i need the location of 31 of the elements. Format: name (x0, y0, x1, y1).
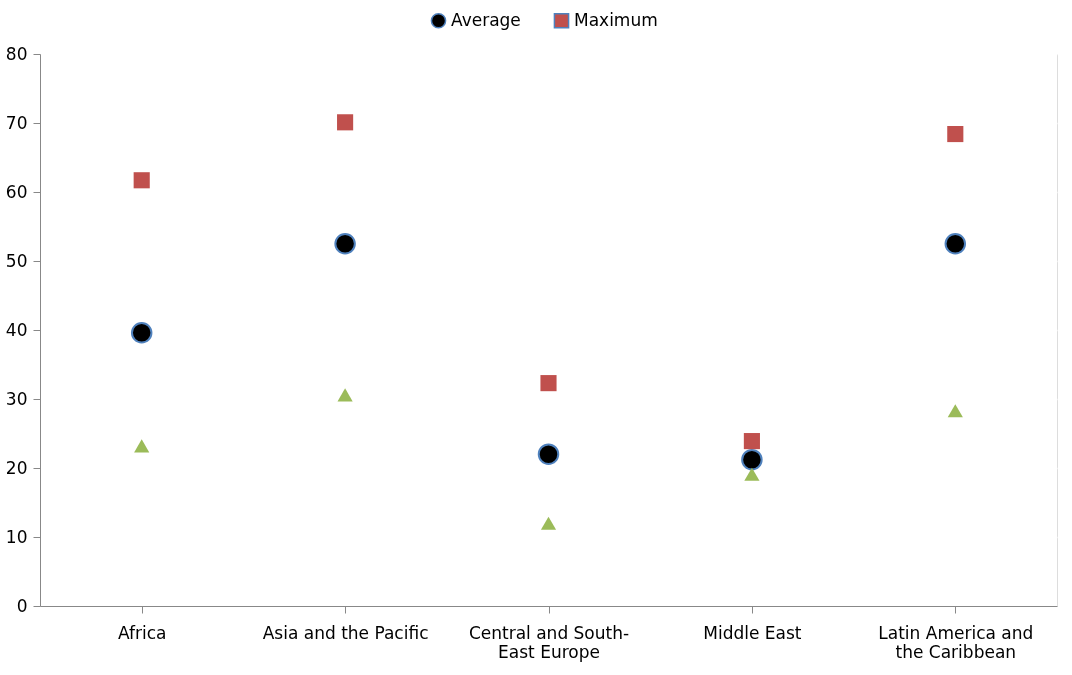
x-tick-label: Middle East (703, 622, 802, 643)
y-tick-label: 40 (5, 319, 28, 340)
point (540, 375, 557, 392)
y-tick-label: 0 (16, 595, 28, 616)
point (944, 233, 967, 255)
point (337, 388, 353, 402)
x-tick-label: Latin America and the Caribbean (878, 622, 1034, 662)
point (134, 439, 150, 453)
legend-label: Average (451, 9, 521, 30)
point (537, 443, 560, 465)
point (337, 114, 354, 131)
y-tick-label: 30 (5, 388, 28, 409)
point (743, 433, 760, 450)
y-tick-label: 70 (5, 112, 28, 133)
point (744, 467, 760, 481)
point (540, 516, 557, 530)
point (741, 448, 763, 471)
x-tick-label: Central and South-East Europe (468, 622, 630, 662)
y-tick-label: 10 (5, 526, 28, 547)
point (133, 172, 150, 189)
y-tick-label: 80 (5, 43, 28, 64)
x-tick-label: Asia and the Pacific (262, 622, 429, 643)
y-tick-label: 60 (5, 181, 28, 202)
point (947, 125, 964, 143)
legend-label: Maximum (574, 9, 658, 30)
point (947, 404, 963, 418)
y-tick-label: 50 (5, 250, 28, 271)
y-tick-label: 20 (5, 457, 28, 478)
point (130, 322, 153, 344)
x-tick-label: Africa (117, 622, 167, 643)
point (334, 233, 356, 255)
